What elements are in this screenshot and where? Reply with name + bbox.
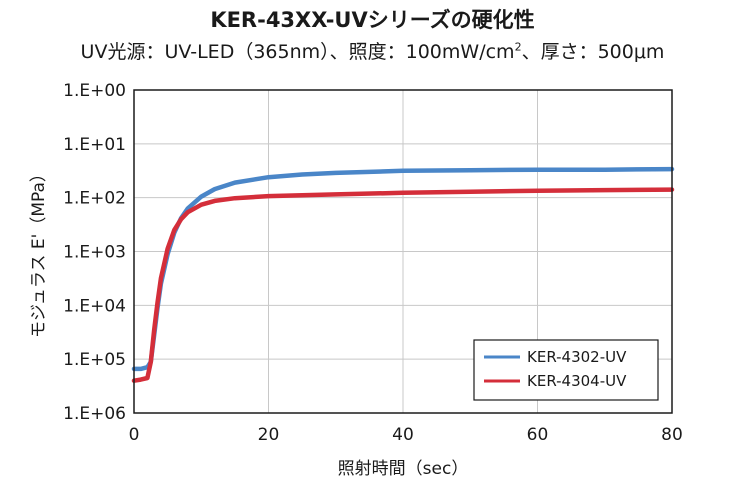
plot-frame <box>133 89 673 414</box>
y-tick-label: 1.E+05 <box>63 350 126 370</box>
legend: KER-4302-UV KER-4304-UV <box>473 339 659 401</box>
x-axis-label: 照射時間（sec） <box>338 459 469 479</box>
series-lines <box>131 166 675 383</box>
y-tick-label: 1.E+03 <box>63 243 126 263</box>
series-line-2 <box>131 187 675 383</box>
y-tick-label: 1.E+04 <box>63 296 126 316</box>
subtitle-superscript: 2 <box>514 40 522 54</box>
chart-subtitle: UV光源：UV-LED（365nm）、照度：100mW/cm2、厚さ：500μm <box>0 37 745 64</box>
subtitle-suffix: 、厚さ：500μm <box>521 41 665 63</box>
y-tick-label: 1.E+06 <box>63 404 126 424</box>
legend-entry: KER-4304-UV <box>527 372 627 390</box>
y-axis-label: モジュラス E'（MPa） <box>29 165 49 338</box>
y-tick-labels: 1.E+00 1.E+01 1.E+02 1.E+03 1.E+04 1.E+05 1.E+… <box>63 81 126 424</box>
subtitle-prefix: UV光源：UV-LED（365nm）、照度：100mW/cm <box>80 41 515 63</box>
y-tick-label: 1.E+02 <box>63 189 126 209</box>
x-tick-label: 40 <box>392 425 414 445</box>
grid-lines <box>134 90 672 413</box>
legend-box <box>473 339 659 401</box>
legend-entry: KER-4302-UV <box>527 348 627 366</box>
x-tick-label: 60 <box>527 425 549 445</box>
x-tick-labels: 0 20 40 60 80 <box>129 425 683 445</box>
y-tick-label: 1.E+01 <box>63 135 126 155</box>
y-tick-label: 1.E+00 <box>63 81 126 101</box>
x-tick-label: 20 <box>258 425 280 445</box>
chart-title: KER-43XX-UVシリーズの硬化性 <box>210 8 535 32</box>
x-tick-label: 0 <box>129 425 140 445</box>
x-tick-label: 80 <box>661 425 683 445</box>
